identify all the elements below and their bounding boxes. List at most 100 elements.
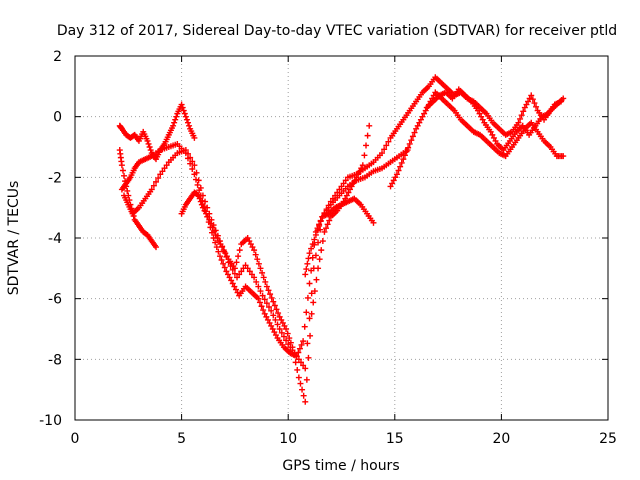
data-point: [304, 260, 311, 267]
data-point: [301, 323, 308, 330]
data-point: [295, 374, 302, 381]
data-point: [222, 250, 229, 257]
data-point: [234, 274, 241, 281]
data-point: [308, 245, 315, 252]
data-point: [251, 247, 258, 254]
data-point: [526, 95, 533, 102]
data-point: [146, 144, 153, 150]
data-point: [255, 295, 262, 302]
data-point: [286, 335, 293, 342]
data-point: [283, 326, 290, 332]
x-axis-label: GPS time / hours: [282, 458, 399, 474]
data-point: [257, 265, 264, 272]
data-point: [312, 252, 319, 259]
data-point: [520, 108, 527, 115]
data-point: [315, 265, 322, 272]
data-point: [476, 110, 483, 117]
data-point: [300, 392, 307, 399]
data-point: [414, 122, 421, 129]
data-point: [150, 182, 157, 189]
data-point: [215, 248, 222, 255]
data-point: [383, 142, 390, 149]
data-point: [255, 283, 262, 290]
data-point: [304, 294, 311, 301]
data-point: [182, 147, 189, 154]
data-point: [268, 294, 275, 301]
data-point: [342, 195, 349, 202]
data-point: [289, 344, 296, 351]
data-point: [145, 140, 152, 147]
data-point: [490, 134, 497, 141]
data-point: [265, 287, 272, 294]
data-point: [389, 180, 396, 187]
plot-frame: [74, 55, 609, 421]
data-point: [298, 341, 305, 348]
x-tick-label: 15: [386, 431, 404, 447]
data-point: [211, 228, 218, 235]
data-point: [304, 340, 311, 347]
data-point: [303, 266, 310, 273]
data-point: [347, 186, 354, 193]
data-point: [195, 192, 202, 199]
data-point: [213, 244, 220, 251]
data-point: [489, 131, 496, 138]
data-point: [390, 177, 397, 184]
data-point: [409, 133, 416, 140]
data-point: [159, 168, 166, 175]
x-tick-label: 10: [279, 431, 297, 447]
data-point: [400, 156, 407, 163]
data-point: [187, 154, 194, 161]
y-tick-label: -4: [48, 231, 62, 247]
data-point: [191, 134, 198, 141]
data-point: [305, 354, 312, 361]
data-point: [253, 278, 260, 285]
data-point: [492, 137, 499, 144]
data-point: [231, 270, 238, 277]
data-point: [224, 271, 231, 278]
data-point: [280, 333, 287, 340]
data-point: [236, 247, 243, 254]
y-tick-label: 2: [53, 49, 62, 65]
data-point: [184, 119, 191, 126]
data-point: [363, 142, 370, 149]
data-point: [515, 119, 522, 126]
data-point: [244, 265, 251, 272]
data-point: [474, 107, 481, 114]
data-point: [232, 286, 239, 293]
data-point: [180, 107, 187, 114]
data-point: [336, 186, 343, 193]
data-point: [523, 101, 530, 108]
data-point: [264, 316, 271, 323]
data-series: [423, 86, 565, 154]
data-point: [171, 119, 178, 126]
data-point: [257, 288, 264, 295]
data-point: [302, 398, 309, 405]
data-point: [266, 319, 273, 326]
data-point: [303, 309, 310, 316]
data-point: [413, 125, 420, 132]
data-point: [287, 339, 294, 346]
data-point: [324, 221, 331, 228]
data-point: [153, 244, 160, 251]
data-point: [295, 349, 302, 356]
data-point: [226, 274, 233, 281]
data-point: [313, 276, 320, 283]
data-point: [214, 235, 221, 241]
data-point: [300, 338, 307, 345]
data-point: [395, 167, 402, 174]
data-point: [411, 129, 418, 136]
data-point: [361, 152, 368, 159]
data-point: [144, 137, 151, 144]
data-point: [521, 104, 528, 111]
data-point: [261, 296, 268, 303]
data-point: [309, 254, 316, 261]
data-point: [479, 116, 486, 123]
data-point: [348, 183, 355, 190]
axis-ticks: 0 5 10 15 20 25 -10 -8 -6 -4 -2 0 2: [39, 49, 617, 447]
data-point: [297, 359, 304, 366]
data-point: [170, 122, 177, 129]
data-point: [248, 271, 255, 278]
data-point: [297, 380, 304, 387]
data-point: [271, 302, 278, 309]
data-point: [291, 351, 298, 358]
